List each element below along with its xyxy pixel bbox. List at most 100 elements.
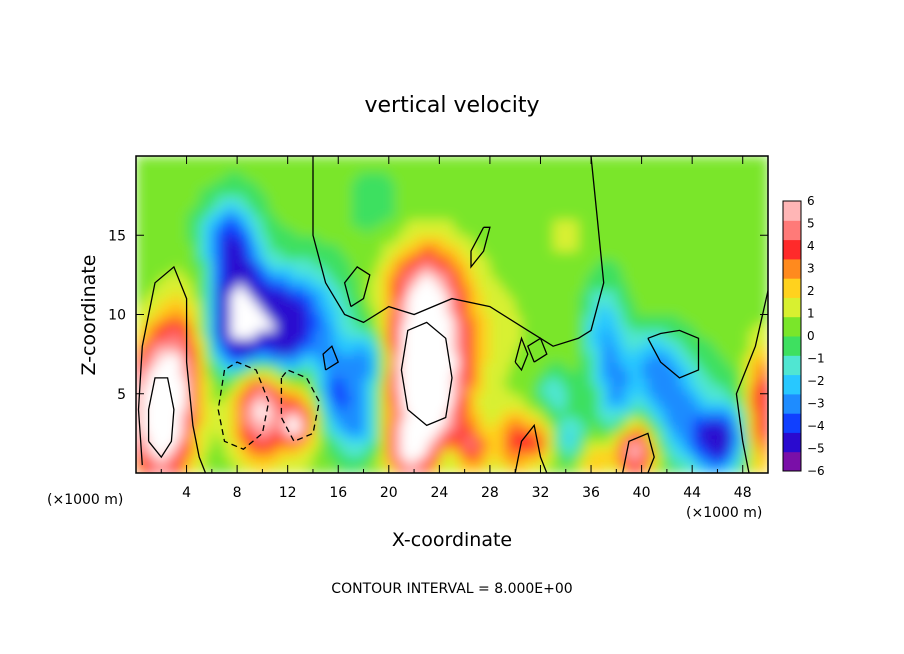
field-cell	[256, 433, 263, 442]
field-cell	[603, 449, 611, 458]
field-cell	[603, 377, 611, 387]
field-cell	[553, 274, 560, 284]
field-cell	[502, 274, 510, 284]
field-cell	[502, 235, 510, 244]
field-cell	[161, 298, 169, 308]
field-cell	[660, 354, 668, 363]
field-cell	[426, 322, 434, 331]
field-cell	[155, 306, 162, 316]
field-cell	[199, 465, 207, 473]
field-cell	[597, 441, 605, 450]
field-cell	[319, 385, 327, 395]
field-cell	[502, 243, 510, 252]
field-cell	[439, 322, 447, 331]
field-cell	[180, 377, 188, 387]
field-cell	[401, 187, 409, 197]
field-cell	[136, 306, 143, 316]
field-cell	[445, 298, 453, 308]
field-cell	[420, 401, 428, 411]
field-cell	[717, 274, 725, 284]
field-cell	[445, 362, 453, 371]
field-cell	[616, 441, 624, 450]
field-cell	[363, 235, 371, 244]
field-cell	[350, 243, 358, 252]
field-cell	[679, 282, 687, 292]
field-cell	[610, 465, 617, 473]
field-cell	[635, 179, 643, 189]
field-cell	[685, 314, 693, 323]
field-cell	[218, 163, 226, 173]
field-cell	[477, 179, 485, 189]
field-cell	[205, 282, 213, 292]
field-cell	[521, 274, 529, 284]
field-cell	[711, 322, 718, 331]
x-tick-label: 20	[380, 485, 398, 501]
field-cell	[755, 235, 763, 244]
field-cell	[464, 243, 472, 252]
field-cell	[723, 290, 731, 300]
x-tick-label: 32	[532, 485, 550, 501]
field-cell	[243, 417, 251, 426]
field-cell	[363, 338, 371, 347]
field-cell	[508, 187, 516, 197]
field-cell	[755, 465, 763, 473]
field-cell	[262, 377, 270, 387]
field-cell	[167, 187, 175, 197]
field-cell	[287, 179, 295, 189]
field-cell	[641, 227, 649, 236]
field-cell	[736, 227, 744, 236]
field-cell	[711, 274, 718, 284]
field-cell	[629, 290, 636, 300]
field-cell	[704, 187, 712, 197]
field-cell	[338, 163, 346, 173]
field-cell	[161, 433, 169, 442]
field-cell	[376, 322, 384, 331]
field-cell	[199, 314, 207, 323]
field-cell	[584, 346, 592, 355]
field-cell	[610, 401, 617, 411]
field-cell	[331, 338, 339, 347]
field-cell	[300, 274, 308, 284]
field-cell	[186, 449, 194, 458]
field-cell	[597, 385, 605, 395]
field-cell	[439, 259, 447, 268]
field-cell	[211, 425, 219, 434]
field-cell	[553, 243, 560, 252]
field-cell	[572, 298, 579, 308]
field-cell	[357, 354, 365, 363]
field-cell	[730, 425, 737, 434]
field-cell	[357, 425, 365, 434]
colorbar-label: −2	[807, 374, 825, 388]
field-cell	[313, 354, 320, 363]
field-cell	[622, 266, 630, 276]
field-cell	[464, 274, 472, 284]
field-cell	[698, 449, 706, 458]
field-cell	[395, 425, 402, 434]
field-cell	[698, 290, 706, 300]
field-cell	[736, 330, 744, 339]
field-cell	[553, 156, 560, 165]
field-cell	[211, 449, 219, 458]
field-cell	[369, 377, 377, 387]
field-cell	[369, 306, 377, 316]
field-cell	[243, 306, 251, 316]
field-cell	[717, 385, 725, 395]
field-cell	[496, 449, 504, 458]
field-cell	[660, 298, 668, 308]
field-cell	[414, 179, 421, 189]
field-cell	[237, 362, 244, 371]
field-cell	[717, 219, 725, 228]
field-cell	[243, 171, 251, 181]
field-cell	[173, 330, 181, 339]
field-cell	[224, 322, 232, 331]
field-cell	[180, 441, 188, 450]
field-cell	[275, 338, 282, 347]
field-cell	[471, 211, 478, 220]
field-cell	[300, 156, 308, 165]
field-cell	[565, 219, 573, 228]
field-cell	[142, 338, 150, 347]
field-cell	[692, 163, 700, 173]
x-tick-label: 24	[430, 485, 448, 501]
field-cell	[331, 235, 339, 244]
field-cell	[262, 417, 270, 426]
